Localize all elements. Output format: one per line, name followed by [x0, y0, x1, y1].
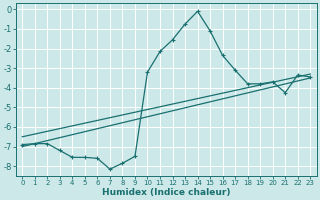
X-axis label: Humidex (Indice chaleur): Humidex (Indice chaleur) [102, 188, 230, 197]
